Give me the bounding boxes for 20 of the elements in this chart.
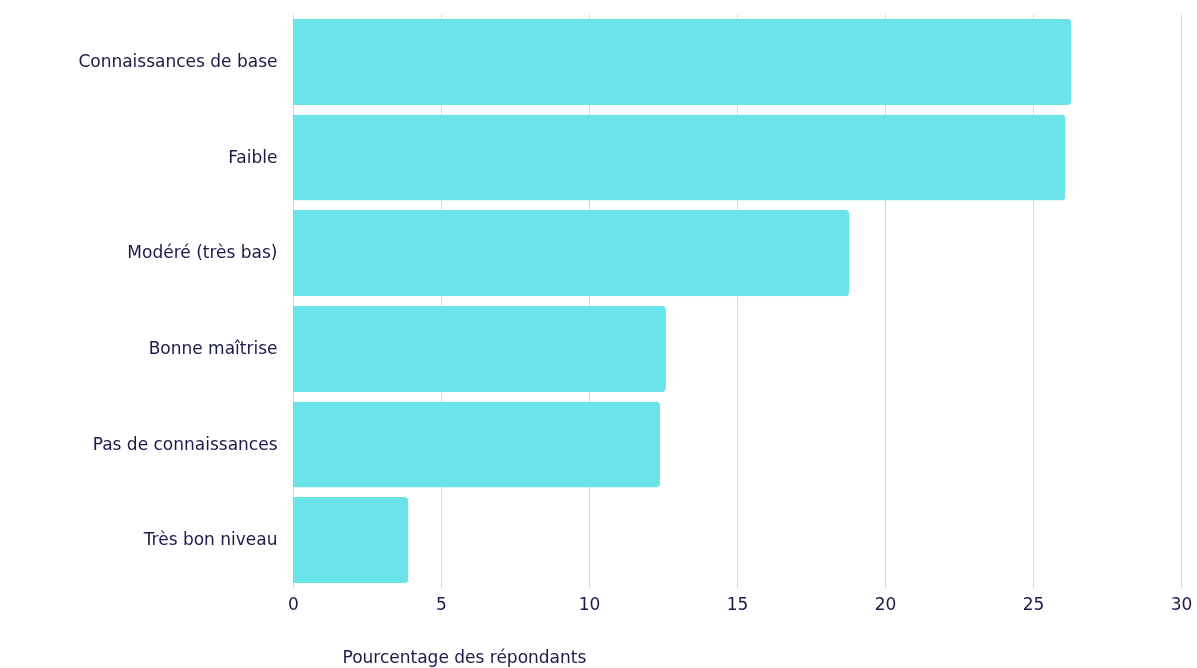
x-tick-label: 10 (578, 593, 601, 614)
bar (293, 114, 1066, 201)
bar (293, 18, 1072, 105)
x-tick-label: 0 (288, 593, 299, 614)
y-tick-label: Modéré (très bas) (127, 242, 278, 263)
bar (293, 210, 850, 297)
y-tick-label: Très bon niveau (142, 529, 278, 550)
x-tick-label: 5 (436, 593, 447, 614)
bar (293, 497, 409, 584)
y-tick-label: Pas de connaissances (92, 433, 278, 454)
x-tick-label: 15 (726, 593, 749, 614)
y-tick-label: Faible (228, 146, 278, 167)
x-tick-label: 20 (874, 593, 897, 614)
bar (293, 305, 666, 392)
y-tick-label: Connaissances de base (78, 50, 278, 71)
bar (293, 401, 661, 488)
x-axis-title: Pourcentage des répondants (342, 646, 587, 667)
x-tick-label: 30 (1170, 593, 1193, 614)
y-tick-label: Bonne maîtrise (148, 337, 278, 358)
x-tick-label: 25 (1022, 593, 1045, 614)
